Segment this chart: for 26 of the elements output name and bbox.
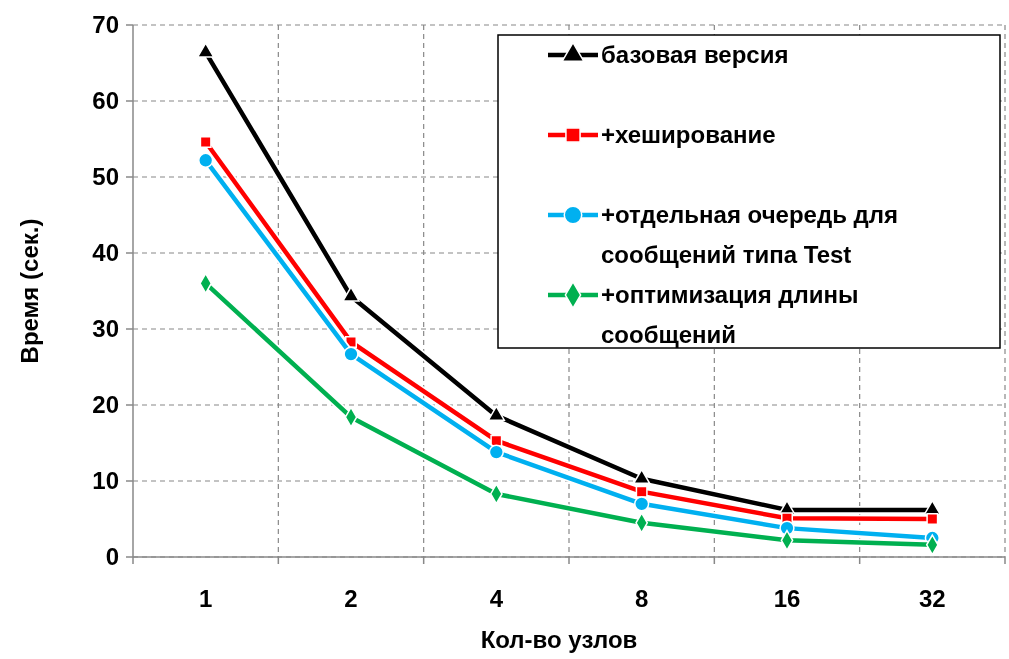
y-tick-label: 0 — [105, 543, 119, 571]
legend-label: +хеширование — [601, 121, 776, 149]
x-tick-label: 8 — [634, 585, 649, 612]
y-tick-label: 40 — [92, 239, 119, 267]
point — [634, 496, 650, 512]
y-axis-title: Время (сек.) — [16, 218, 43, 364]
point — [488, 444, 504, 460]
point — [198, 152, 214, 168]
point — [343, 346, 359, 362]
x-tick-label: 1 — [198, 585, 213, 612]
legend-label: базовая версия — [601, 41, 789, 69]
y-tick-label: 10 — [92, 467, 119, 495]
x-tick-label: 4 — [489, 585, 504, 612]
y-tick-label: 30 — [92, 315, 119, 343]
point — [342, 286, 360, 302]
legend-label: +оптимизация длины сообщений — [601, 281, 859, 349]
x-tick-label: 2 — [344, 585, 358, 612]
legend-label: +отдельная очередь для сообщений типа Test — [601, 201, 899, 269]
y-tick-label: 70 — [92, 11, 119, 39]
x-tick-label: 32 — [918, 585, 946, 612]
x-axis-title: Кол-во узлов — [480, 626, 638, 653]
x-tick-label: 16 — [773, 585, 801, 612]
y-tick-label: 50 — [92, 163, 119, 191]
point — [926, 513, 939, 525]
y-tick-label: 60 — [92, 87, 119, 115]
y-tick-label: 20 — [92, 391, 119, 419]
